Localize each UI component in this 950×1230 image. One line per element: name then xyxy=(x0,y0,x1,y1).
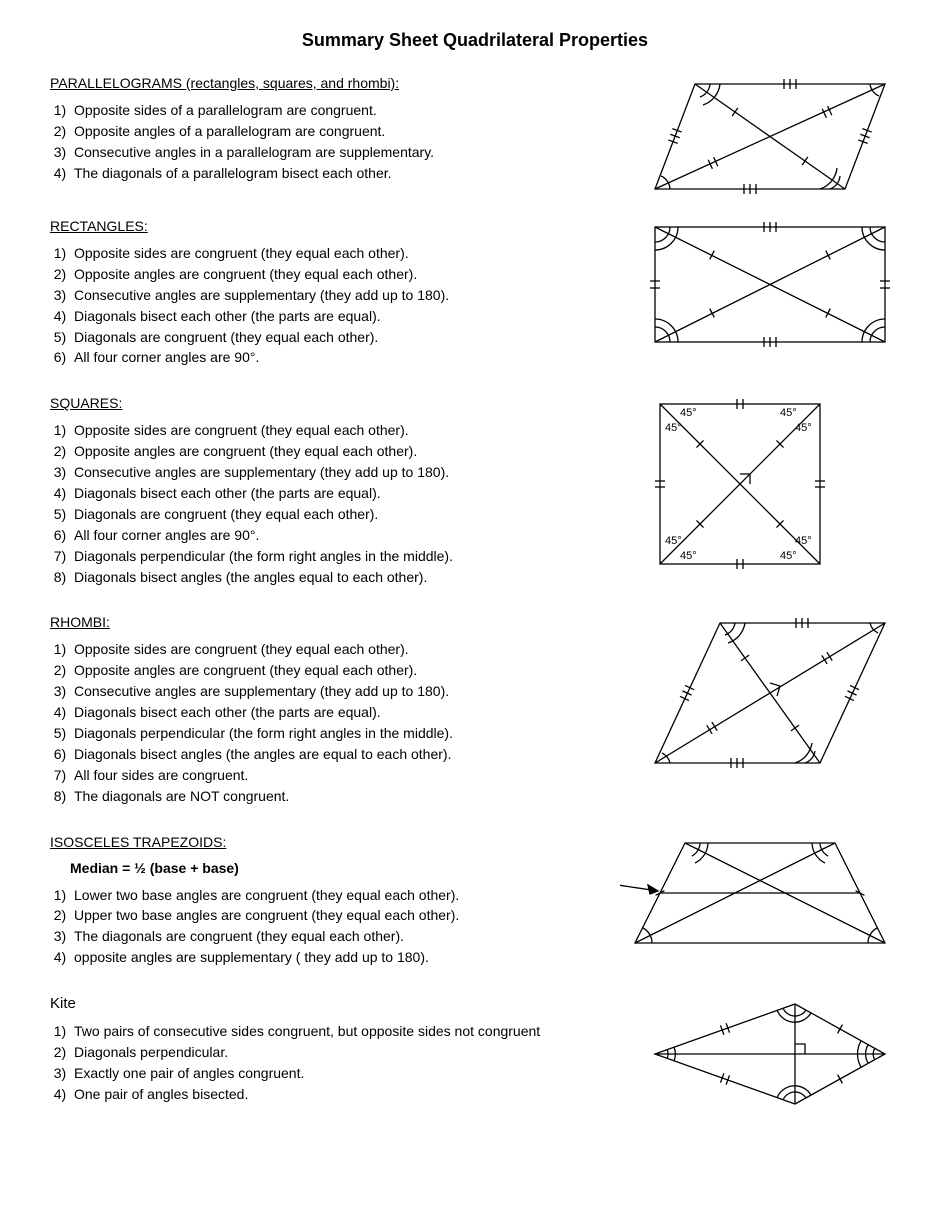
heading-parallelogram: PARALLELOGRAMS (rectangles, squares, and… xyxy=(50,75,620,91)
list-item: Consecutive angles are supplementary (th… xyxy=(74,463,620,482)
heading-square: SQUARES: xyxy=(50,395,620,411)
list-item: The diagonals of a parallelogram bisect … xyxy=(74,164,620,183)
heading-trapezoid: ISOSCELES TRAPEZOIDS: xyxy=(50,834,620,850)
list-item: Diagonals perpendicular (the form right … xyxy=(74,724,620,743)
list-item: One pair of angles bisected. xyxy=(74,1085,620,1104)
section-kite: Kite Two pairs of consecutive sides cong… xyxy=(50,989,900,1119)
diagram-kite xyxy=(640,989,900,1119)
list-item: Opposite sides are congruent (they equal… xyxy=(74,421,620,440)
list-item: Diagonals bisect each other (the parts a… xyxy=(74,307,620,326)
list-item: Diagonals are congruent (they equal each… xyxy=(74,328,620,347)
section-trapezoid: ISOSCELES TRAPEZOIDS: Median = ½ (base +… xyxy=(50,828,900,982)
section-square: SQUARES: Opposite sides are congruent (t… xyxy=(50,389,900,600)
list-trapezoid: Lower two base angles are congruent (the… xyxy=(50,886,620,968)
list-item: Two pairs of consecutive sides congruent… xyxy=(74,1022,620,1041)
list-rectangle: Opposite sides are congruent (they equal… xyxy=(50,244,620,367)
angle-label: 45° xyxy=(795,535,812,547)
list-item: Consecutive angles are supplementary (th… xyxy=(74,286,620,305)
list-item: Consecutive angles in a parallelogram ar… xyxy=(74,143,620,162)
list-item: Opposite angles are congruent (they equa… xyxy=(74,661,620,680)
list-item: Diagonals bisect angles (the angles equa… xyxy=(74,568,620,587)
list-item: Diagonals are congruent (they equal each… xyxy=(74,505,620,524)
list-item: Opposite sides of a parallelogram are co… xyxy=(74,101,620,120)
angle-label: 45° xyxy=(665,535,682,547)
list-item: Exactly one pair of angles congruent. xyxy=(74,1064,620,1083)
list-item: All four sides are congruent. xyxy=(74,766,620,785)
median-formula: Median = ½ (base + base) xyxy=(70,860,620,876)
heading-rectangle: RECTANGLES: xyxy=(50,218,620,234)
list-square: Opposite sides are congruent (they equal… xyxy=(50,421,620,586)
page-title: Summary Sheet Quadrilateral Properties xyxy=(50,30,900,51)
list-item: Diagonals bisect each other (the parts a… xyxy=(74,484,620,503)
list-parallelogram: Opposite sides of a parallelogram are co… xyxy=(50,101,620,183)
angle-label: 45° xyxy=(780,407,797,419)
list-item: Opposite angles are congruent (they equa… xyxy=(74,442,620,461)
heading-kite: Kite xyxy=(50,995,620,1012)
list-item: Consecutive angles are supplementary (th… xyxy=(74,682,620,701)
list-item: Diagonals perpendicular. xyxy=(74,1043,620,1062)
list-item: The diagonals are congruent (they equal … xyxy=(74,927,620,946)
list-item: Diagonals perpendicular (the form right … xyxy=(74,547,620,566)
list-item: Opposite angles of a parallelogram are c… xyxy=(74,122,620,141)
list-item: Diagonals bisect each other (the parts a… xyxy=(74,703,620,722)
angle-label: 45° xyxy=(665,422,682,434)
list-item: All four corner angles are 90°. xyxy=(74,348,620,367)
list-item: Lower two base angles are congruent (the… xyxy=(74,886,620,905)
list-item: opposite angles are supplementary ( they… xyxy=(74,948,620,967)
list-kite: Two pairs of consecutive sides congruent… xyxy=(50,1022,620,1104)
list-item: Opposite sides are congruent (they equal… xyxy=(74,244,620,263)
section-rectangle: RECTANGLES: Opposite sides are congruent… xyxy=(50,212,900,381)
heading-rhombus: RHOMBI: xyxy=(50,614,620,630)
diagram-square: 45° 45° 45° 45° 45° 45° 45° 45° xyxy=(640,389,840,579)
diagram-parallelogram xyxy=(640,69,900,204)
list-item: Diagonals bisect angles (the angles are … xyxy=(74,745,620,764)
diagram-rhombus xyxy=(640,608,900,778)
angle-label: 45° xyxy=(680,550,697,562)
section-rhombus: RHOMBI: Opposite sides are congruent (th… xyxy=(50,608,900,819)
list-item: Opposite angles are congruent (they equa… xyxy=(74,265,620,284)
angle-label: 45° xyxy=(680,407,697,419)
diagram-trapezoid xyxy=(620,828,900,958)
list-item: Opposite sides are congruent (they equal… xyxy=(74,640,620,659)
section-parallelogram: PARALLELOGRAMS (rectangles, squares, and… xyxy=(50,69,900,204)
list-item: Upper two base angles are congruent (the… xyxy=(74,906,620,925)
list-rhombus: Opposite sides are congruent (they equal… xyxy=(50,640,620,805)
diagram-rectangle xyxy=(640,212,900,357)
list-item: The diagonals are NOT congruent. xyxy=(74,787,620,806)
angle-label: 45° xyxy=(795,422,812,434)
list-item: All four corner angles are 90°. xyxy=(74,526,620,545)
angle-label: 45° xyxy=(780,550,797,562)
